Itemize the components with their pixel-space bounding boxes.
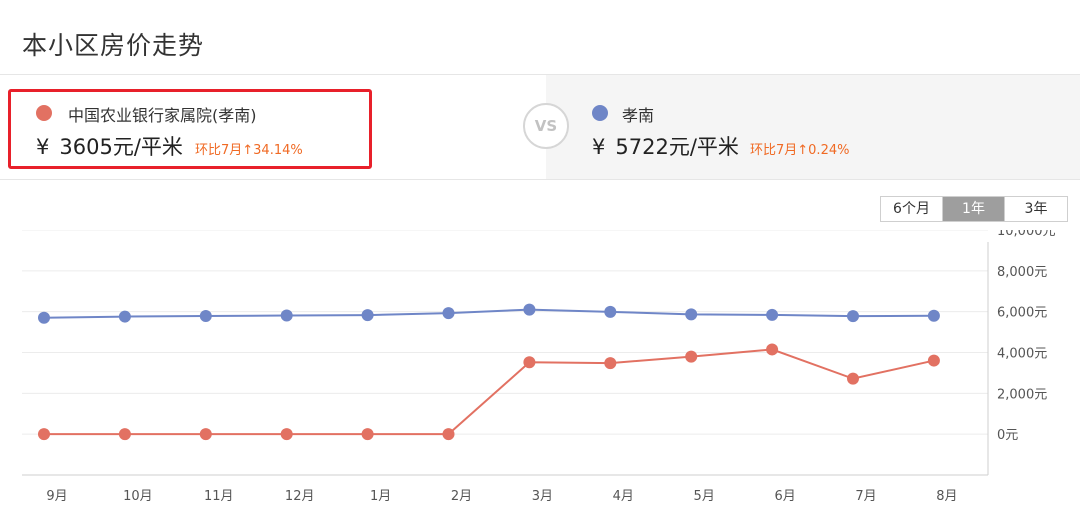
left-community-name: 中国农业银行家属院(孝南) — [68, 106, 257, 125]
data-point-1 — [361, 428, 374, 441]
data-point-1 — [604, 357, 617, 370]
series-line-1 — [44, 348, 935, 436]
page-title: 本小区房价走势 — [22, 31, 205, 60]
right-currency: ¥ — [592, 135, 606, 159]
right-change: 环比7月↑0.24% — [750, 143, 850, 158]
x-tick-label: 2月 — [451, 489, 472, 504]
compare-left: 中国农业银行家属院(孝南) ¥3605元/平米 环比7月↑34.14% — [0, 75, 546, 179]
data-point-0 — [199, 309, 212, 322]
highlight-box — [8, 89, 372, 169]
series-line-0 — [43, 308, 934, 319]
left-change: 环比7月↑34.14% — [195, 143, 303, 158]
right-price-value: 5722元/平米 — [615, 135, 739, 159]
right-series-dot — [592, 105, 608, 121]
data-point-0 — [604, 305, 617, 318]
x-tick-label: 6月 — [774, 489, 795, 504]
data-point-0 — [361, 309, 374, 322]
y-tick-label: 4,000元 — [997, 347, 1047, 362]
data-point-1 — [847, 372, 859, 385]
y-tick-label: 8,000元 — [997, 265, 1047, 280]
price-trend-chart: 10,000元 8,000元 6,000元 4,000元 2,000元 0元 9月 10月 11… — [22, 230, 1056, 504]
tab-6-months[interactable]: 6个月 — [881, 197, 943, 221]
x-tick-label: 12月 — [285, 489, 315, 504]
data-point-0 — [118, 310, 131, 323]
data-point-1 — [685, 350, 698, 363]
y-tick-label: 10,000元 — [997, 230, 1056, 239]
x-tick-label: 8月 — [936, 489, 957, 504]
data-point-1 — [927, 354, 940, 367]
data-point-1 — [118, 428, 131, 441]
data-point-1 — [523, 356, 536, 369]
x-tick-label: 7月 — [855, 489, 876, 504]
data-point-0 — [685, 308, 698, 321]
right-price: ¥5722元/平米 — [592, 131, 739, 161]
data-point-1 — [766, 343, 779, 356]
compare-right: 孝南 ¥5722元/平米 环比7月↑0.24% — [546, 75, 1080, 179]
y-tick-label: 2,000元 — [997, 387, 1047, 402]
x-tick-label: 10月 — [123, 489, 153, 504]
data-point-0 — [927, 309, 940, 322]
y-tick-label: 0元 — [997, 428, 1018, 443]
tab-3-years[interactable]: 3年 — [1005, 197, 1067, 221]
left-series-dot — [36, 105, 52, 121]
x-tick-label: 3月 — [532, 489, 553, 504]
x-tick-label: 11月 — [204, 489, 234, 504]
comparison-panel: 中国农业银行家属院(孝南) ¥3605元/平米 环比7月↑34.14% 孝南 ¥… — [0, 74, 1080, 180]
data-point-1 — [199, 428, 212, 441]
x-tick-label: 1月 — [370, 489, 391, 504]
tab-1-year[interactable]: 1年 — [943, 197, 1005, 221]
left-currency: ¥ — [36, 135, 50, 159]
data-point-0 — [766, 308, 779, 321]
x-tick-label: 9月 — [46, 489, 67, 504]
data-point-0 — [847, 310, 859, 323]
data-point-1 — [38, 428, 50, 441]
vs-badge: VS — [523, 103, 569, 149]
left-price-value: 3605元/平米 — [59, 135, 183, 159]
y-tick-label: 6,000元 — [997, 306, 1047, 321]
data-point-0 — [38, 311, 50, 324]
data-point-0 — [523, 303, 536, 316]
data-point-0 — [442, 307, 455, 320]
data-point-1 — [280, 428, 293, 441]
data-point-1 — [442, 428, 455, 441]
right-area-name: 孝南 — [622, 106, 655, 125]
data-point-0 — [280, 309, 293, 322]
x-tick-label: 4月 — [613, 489, 634, 504]
left-price: ¥3605元/平米 — [36, 131, 183, 161]
x-tick-label: 5月 — [694, 489, 715, 504]
range-tabs: 6个月 1年 3年 — [880, 196, 1068, 222]
